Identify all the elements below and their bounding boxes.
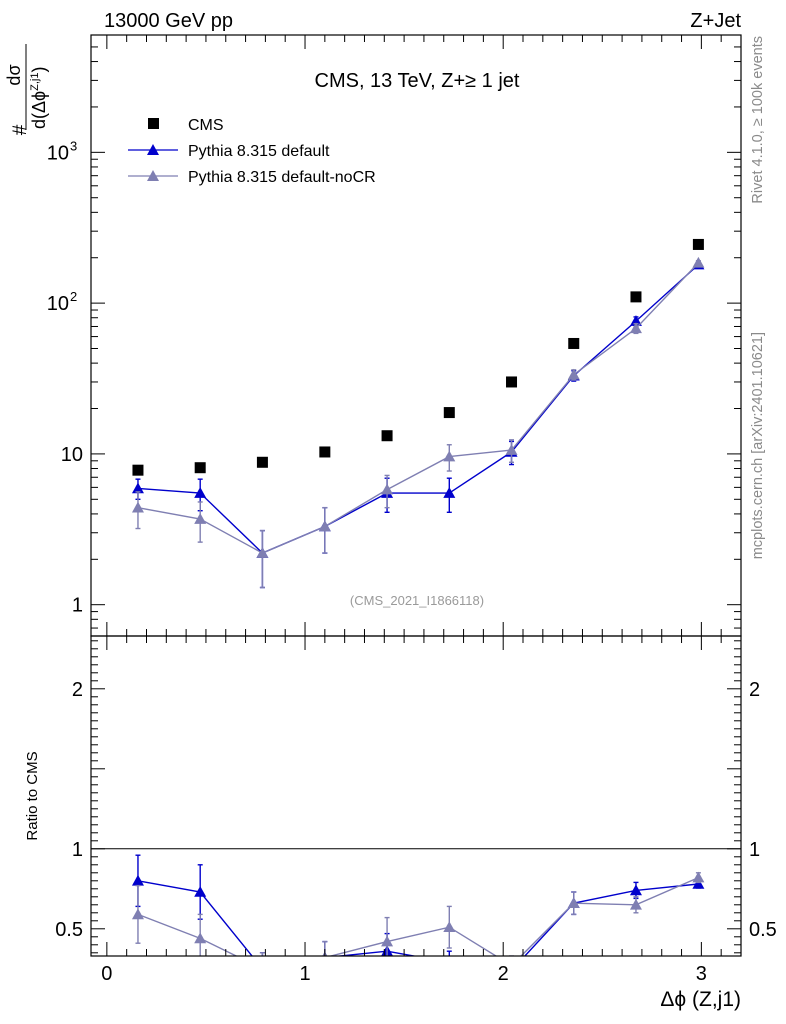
ratio-y-tick-label-right-2: 2 xyxy=(749,679,760,701)
default-main-point-5 xyxy=(443,487,456,498)
ratio-panel-content xyxy=(91,848,741,974)
nocr-ratio-point-5 xyxy=(443,921,456,932)
default-ratio-point-1 xyxy=(194,886,207,897)
nocr-ratio-point-1 xyxy=(194,932,207,944)
legend: CMS Pythia 8.315 default Pythia 8.315 de… xyxy=(128,117,376,186)
ylabel-closing: ) xyxy=(29,67,49,73)
default-ratio-point-8 xyxy=(629,884,642,896)
header-process: Z+Jet xyxy=(690,10,741,32)
header-energy: 13000 GeV pp xyxy=(104,10,233,32)
ratio-y-tick-label-left-1: 1 xyxy=(72,839,83,861)
ylabel-numerator: dσ xyxy=(4,64,24,85)
nocr-main-point-6 xyxy=(505,444,518,455)
nocr-main-point-3 xyxy=(318,520,331,532)
nocr-ratio-point-0 xyxy=(131,908,144,920)
default-main-point-8 xyxy=(629,315,642,326)
nocr-main-line xyxy=(137,262,699,554)
main-y-tick-label-1: 10 xyxy=(61,444,83,466)
main-y-tick-label-3: 10 xyxy=(47,142,69,164)
svg-text:d(ΔϕZ,j1): d(ΔϕZ,j1) xyxy=(29,67,49,129)
x-tick-label-2: 2 xyxy=(498,963,509,985)
main-y-tick-exponent-3: 3 xyxy=(70,138,77,153)
default-ratio-line xyxy=(137,880,699,956)
cms-data-point-9 xyxy=(692,238,704,250)
nocr-ratio-point-8 xyxy=(629,898,642,910)
ratio-y-tick-label-left-0: 0.5 xyxy=(55,919,83,941)
main-y-tick-exponent-2: 2 xyxy=(70,289,77,304)
cms-data-point-7 xyxy=(568,337,580,349)
rivet-version-label: Rivet 4.1.0, ≥ 100k events xyxy=(750,36,766,204)
cms-data-point-3 xyxy=(319,446,331,458)
nocr-main-point-9 xyxy=(692,256,705,268)
legend-marker-cms xyxy=(148,118,159,129)
nocr-main-point-7 xyxy=(567,368,580,380)
nocr-ratio-line xyxy=(137,876,699,956)
default-main-line xyxy=(137,264,699,554)
default-ratio-point-9 xyxy=(692,878,705,889)
ylabel-hash: # xyxy=(10,124,31,135)
x-tick-label-3: 3 xyxy=(696,963,707,985)
cms-data-point-0 xyxy=(132,464,144,476)
legend-marker-nocr xyxy=(147,170,159,181)
main-y-axis-label: # dσ d(ΔϕZ,j1) xyxy=(4,44,49,135)
chart-title: CMS, 13 TeV, Z+≥ 1 jet xyxy=(315,70,520,92)
main-panel-content xyxy=(131,238,705,589)
default-main-point-0 xyxy=(131,482,144,494)
legend-label-cms: CMS xyxy=(188,117,224,134)
x-tick-label-0: 0 xyxy=(101,963,112,985)
cms-data-point-1 xyxy=(194,462,206,474)
x-axis-label: Δϕ (Z,j1) xyxy=(660,988,741,1011)
cms-data-point-8 xyxy=(630,291,642,303)
cms-data-point-6 xyxy=(506,376,518,388)
x-tick-label-1: 1 xyxy=(299,963,310,985)
nocr-ratio-point-7 xyxy=(567,897,580,908)
main-y-tick-label-0: 1 xyxy=(72,595,83,617)
ylabel-superscript: Z,j1 xyxy=(29,73,41,91)
cms-data-point-5 xyxy=(443,407,455,419)
nocr-main-point-2 xyxy=(256,547,269,558)
nocr-main-point-0 xyxy=(131,501,144,513)
ratio-y-axis-label: Ratio to CMS xyxy=(24,751,41,840)
legend-label-default: Pythia 8.315 default xyxy=(188,143,330,160)
default-main-point-1 xyxy=(194,487,207,498)
cms-data-point-4 xyxy=(381,430,393,442)
nocr-ratio-point-9 xyxy=(692,871,705,883)
ratio-y-tick-label-right-1: 1 xyxy=(749,839,760,861)
legend-marker-default xyxy=(147,144,159,155)
main-y-tick-label-2: 10 xyxy=(47,293,69,315)
nocr-ratio-point-2 xyxy=(256,963,268,974)
default-ratio-point-2 xyxy=(256,963,268,974)
ylabel-denominator: d(Δϕ xyxy=(29,91,49,129)
nocr-main-point-5 xyxy=(443,450,456,462)
default-ratio-point-5 xyxy=(443,956,455,967)
ratio-panel-frame xyxy=(90,635,742,957)
ratio-y-tick-label-right-0: 0.5 xyxy=(749,919,777,941)
mcplots-label: mcplots.cern.ch [arXiv:2401.10621] xyxy=(750,332,766,559)
nocr-ratio-point-4 xyxy=(381,935,394,947)
nocr-main-point-8 xyxy=(629,322,642,334)
ratio-y-tick-label-left-2: 2 xyxy=(72,679,83,701)
analysis-watermark: (CMS_2021_I1866118) xyxy=(350,593,484,608)
default-ratio-point-0 xyxy=(131,874,144,886)
nocr-main-point-4 xyxy=(381,483,394,495)
cms-data-point-2 xyxy=(256,456,268,468)
legend-label-nocr: Pythia 8.315 default-noCR xyxy=(188,169,376,186)
nocr-main-point-1 xyxy=(194,513,207,524)
